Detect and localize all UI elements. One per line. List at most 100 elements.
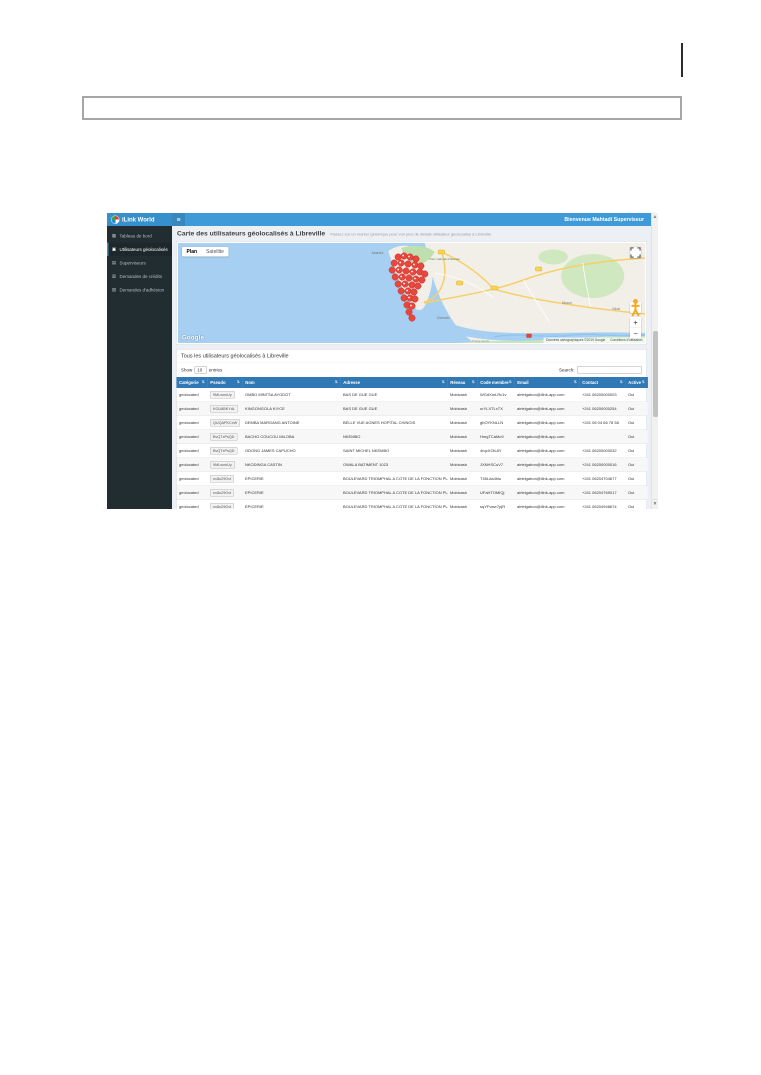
sidebar-item-dashboard[interactable]: ▦ Tableau de bord xyxy=(107,229,172,243)
search-input[interactable] xyxy=(577,366,642,374)
fullscreen-button[interactable] xyxy=(630,247,641,258)
cell-name: EPICERIE xyxy=(242,499,341,509)
cell-name: OMBO MINTSA AYODOT xyxy=(242,388,341,402)
pseudo-box: 9MLwnnUy xyxy=(210,391,235,399)
cell-pseudo: KGU8BKYdL xyxy=(207,401,243,416)
cell-active: Oui xyxy=(625,415,648,430)
cell-network: Mobicash xyxy=(447,388,478,402)
map-type-satellite-button[interactable]: Satellite xyxy=(206,249,224,255)
cell-email: airtelgabon@ilink-app.com xyxy=(514,388,580,402)
sidebar-item-credit-requests[interactable]: ▥ Demandes de crédits xyxy=(107,270,172,284)
cell-member-code: sqYFvavr7pjR xyxy=(477,499,515,509)
sidebar-item-membership-requests[interactable]: ▧ Demandes d'adhésion xyxy=(107,283,172,297)
page-size-select[interactable]: 10 xyxy=(194,366,207,374)
cell-contact xyxy=(579,429,626,444)
cell-category: geolocated xyxy=(176,471,208,486)
map-label-owendo: Owendo xyxy=(437,316,450,320)
cell-member-code: T45Lda4hiu xyxy=(477,471,515,486)
cell-active: Oui xyxy=(625,443,648,458)
column-header-network[interactable]: Réseau ⇅ xyxy=(447,377,478,388)
cell-name: EPICERIE xyxy=(242,485,341,500)
users-map-icon: ▣ xyxy=(111,246,117,252)
pegman-icon xyxy=(631,299,640,317)
cell-category: geolocated xyxy=(176,415,208,430)
column-header-name[interactable]: Nom ⇅ xyxy=(242,377,341,388)
cell-active: Oui xyxy=(625,485,648,500)
map-type-plan-button[interactable]: Plan xyxy=(186,249,198,255)
cell-category: geolocated xyxy=(176,485,208,500)
column-header-address[interactable]: Adresse ⇅ xyxy=(340,377,448,388)
table-row: geolocated BvQTxPsQD ODONG JAMES CAPUCHO… xyxy=(176,443,648,458)
column-header-contact[interactable]: Contact ⇅ xyxy=(579,377,626,388)
cell-name: DEMBA MARGANG ANTOINE xyxy=(242,415,341,430)
cell-contact: +241 06204704677 xyxy=(579,471,626,486)
cell-network: Mobicash xyxy=(447,443,478,458)
membership-icon: ▧ xyxy=(111,287,117,292)
scroll-down-icon[interactable]: ▼ xyxy=(652,499,658,509)
map-canvas: Akanda Parc national d'Akanda Owendo Nto… xyxy=(178,243,645,343)
cell-pseudo: nv8u29Gvt xyxy=(207,499,243,509)
map-copyright-text: Données cartographiques ©2019 Google xyxy=(546,338,606,343)
map-label-nkok: Nkok xyxy=(612,307,620,311)
google-logo[interactable]: Google xyxy=(182,334,205,341)
pseudo-box: BvQTxPsQD xyxy=(210,433,238,441)
map-attribution: Données cartographiques ©2019 Google Con… xyxy=(543,337,645,343)
cell-pseudo: QUQAPKCxW xyxy=(207,415,243,430)
terms-link[interactable]: Conditions d'utilisation xyxy=(610,338,643,343)
user-marker-cluster[interactable] xyxy=(388,252,429,322)
zoom-out-button[interactable]: − xyxy=(630,327,641,339)
pseudo-box: BvQTxPsQD xyxy=(210,447,238,455)
cell-category: geolocated xyxy=(176,443,208,458)
sort-icon: ⇅ xyxy=(619,380,623,385)
cell-address: BAS DE GUE GUE xyxy=(340,388,448,402)
page-length-control: Show 10 entries xyxy=(181,366,222,374)
sort-icon: ⇅ xyxy=(334,380,338,385)
cell-address: BOULEVARD TRIOMPHAL A COTE DE LA FONCTIO… xyxy=(340,499,448,509)
table-panel-title: Tous les utilisateurs géolocalisés à Lib… xyxy=(176,350,647,363)
cell-category: geolocated xyxy=(176,429,208,444)
welcome-text: Bienvenue Mahtadi Superviseur xyxy=(564,216,644,223)
column-header-category[interactable]: Catégorie ⇅ xyxy=(176,377,208,388)
column-header-pseudo[interactable]: Pseudo ⇅ xyxy=(207,377,243,388)
sidebar-toggle-button[interactable]: ≡ xyxy=(172,213,185,226)
column-header-email[interactable]: Email ⇅ xyxy=(514,377,580,388)
pegman-button[interactable] xyxy=(630,299,641,317)
sidebar-item-geolocated-users[interactable]: ▣ Utilisateurs géolocalisés xyxy=(107,242,172,256)
table-row: geolocated BvQTxPsQD BACHO COUCOU MILOBA… xyxy=(176,429,648,444)
cell-name: NKODINGA CASTIN xyxy=(242,457,341,472)
app-brand: iLink World xyxy=(122,216,155,223)
app-logo[interactable]: iLink World xyxy=(107,213,172,226)
cell-active: Oui xyxy=(625,499,648,509)
sort-icon: ⇅ xyxy=(236,380,240,385)
sort-icon: ⇅ xyxy=(471,380,475,385)
cell-email: airtelgabon@ilink-app.com xyxy=(514,485,580,500)
pseudo-box: KGU8BKYdL xyxy=(210,405,238,413)
main-content: Carte des utilisateurs géolocalisés à Li… xyxy=(172,226,658,509)
zoom-control: + − xyxy=(630,317,641,339)
cell-member-code: UFaHTOMIQj xyxy=(477,485,515,500)
column-header-member-code[interactable]: Code membre ⇅ xyxy=(477,377,515,388)
page-subtitle: Passez sur un marker générique pour voir… xyxy=(330,232,492,237)
cell-contact: +241 06204948674 xyxy=(579,499,626,509)
supervisor-icon: ▤ xyxy=(111,260,117,265)
cell-active: Oui xyxy=(625,457,648,472)
column-header-active[interactable]: Active ⇅ xyxy=(625,377,648,388)
zoom-in-button[interactable]: + xyxy=(633,318,638,327)
vertical-scrollbar[interactable]: ▲ ▼ xyxy=(651,213,658,509)
scrollbar-thumb[interactable] xyxy=(653,331,658,417)
cell-contact: +241 06200000016 xyxy=(579,457,626,472)
cell-email: airtelgabon@ilink-app.com xyxy=(514,401,580,416)
app-screenshot: iLink World ≡ Bienvenue Mahtadi Supervis… xyxy=(107,213,658,509)
cell-email: airtelgabon@ilink-app.com xyxy=(514,415,580,430)
cell-pseudo: 9MLwnnUy xyxy=(207,388,243,402)
sidebar-item-label: Tableau de bord xyxy=(119,233,152,239)
page-title-row: Carte des utilisateurs géolocalisés à Li… xyxy=(177,229,647,238)
cell-pseudo: nv8u29Gvt xyxy=(207,471,243,486)
cell-member-code: JXNHSCuV7 xyxy=(477,457,515,472)
cell-name: EPICERIE xyxy=(242,471,341,486)
sort-icon: ⇅ xyxy=(573,380,577,385)
google-map[interactable]: Akanda Parc national d'Akanda Owendo Nto… xyxy=(178,243,645,343)
scroll-up-icon[interactable]: ▲ xyxy=(652,213,658,222)
sidebar-item-supervisors[interactable]: ▤ Superviseurs xyxy=(107,256,172,270)
cell-address: BOULEVARD TRIOMPHAL A COTE DE LA FONCTIO… xyxy=(340,485,448,500)
